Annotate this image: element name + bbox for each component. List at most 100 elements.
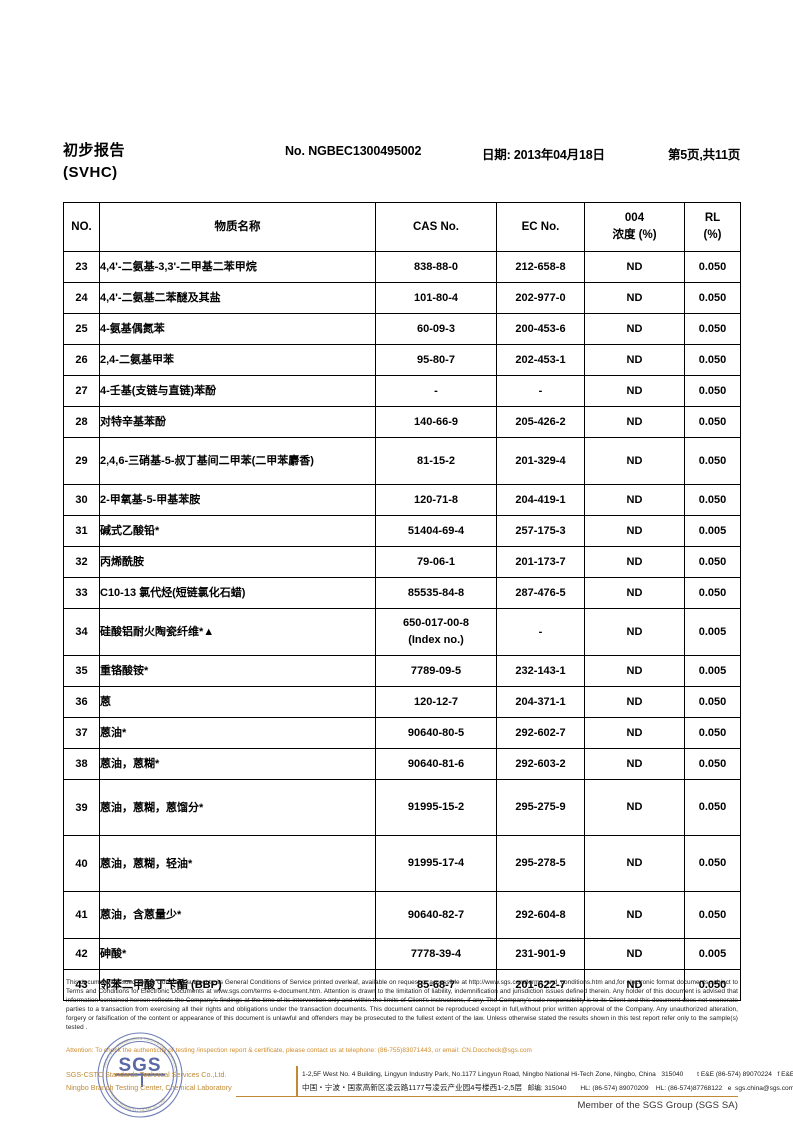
table-row: 27 4-壬基(支链与直链)苯酚 - - ND 0.050 — [63, 375, 741, 407]
col-header-sample-id: 004 — [624, 212, 645, 224]
report-title-line1: 初步报告 — [63, 142, 126, 159]
col-header-rl-label: RL — [704, 212, 721, 224]
cell-rl: 0.050 — [684, 437, 741, 485]
cell-cas-no: 7778-39-4 — [375, 938, 497, 970]
cell-no: 37 — [63, 717, 100, 749]
legal-disclaimer: This document is issued by the Company s… — [66, 978, 738, 1033]
cell-concentration: ND — [584, 835, 685, 892]
cell-concentration: ND — [584, 406, 685, 438]
cell-rl: 0.050 — [684, 406, 741, 438]
sgs-group-member-note: Member of the SGS Group (SGS SA) — [577, 1100, 738, 1111]
cell-no: 34 — [63, 608, 100, 656]
cell-substance-name: 蒽 — [99, 686, 376, 718]
cell-rl: 0.050 — [684, 891, 741, 939]
cell-rl: 0.050 — [684, 375, 741, 407]
address-chinese: 中国・宁波・国家高新区凌云路1177号凌云产业园4号楼西1-2,5层 — [302, 1083, 523, 1092]
cell-substance-name: 砷酸* — [99, 938, 376, 970]
cell-cas-no: 120-71-8 — [375, 484, 497, 516]
cell-rl: 0.050 — [684, 748, 741, 780]
cell-substance-name: 丙烯酰胺 — [99, 546, 376, 578]
table-row: 41 蒽油，含蒽量少* 90640-82-7 292-604-8 ND 0.050 — [63, 891, 741, 939]
cell-cas-no: 101-80-4 — [375, 282, 497, 314]
legal-text: This document is issued by the Company s… — [66, 979, 738, 1032]
table-row: 39 蒽油，蒽糊，蒽馏分* 91995-15-2 295-275-9 ND 0.050 — [63, 779, 741, 836]
table-row: 24 4,4'-二氨基二苯醚及其盐 101-80-4 202-977-0 ND 0.050 — [63, 282, 741, 314]
table-row: 33 C10-13 氯代烃(短链氯化石蜡) 85535-84-8 287-476-5 N… — [63, 577, 741, 609]
table-row: 38 蒽油，蒽糊* 90640-81-6 292-603-2 ND 0.050 — [63, 748, 741, 780]
address-line-en: 1-2,5F West No. 4 Building, Lingyun Indu… — [302, 1068, 793, 1081]
cell-rl: 0.050 — [684, 779, 741, 836]
cell-cas-no: 79-06-1 — [375, 546, 497, 578]
cell-concentration: ND — [584, 375, 685, 407]
cell-concentration: ND — [584, 344, 685, 376]
email-link[interactable]: sgs.china@sgs.com — [735, 1085, 793, 1092]
cell-cas-no: 95-80-7 — [375, 344, 497, 376]
cell-no: 42 — [63, 938, 100, 970]
cell-no: 32 — [63, 546, 100, 578]
table-row: 37 蒽油* 90640-80-5 292-602-7 ND 0.050 — [63, 717, 741, 749]
col-header-rl: RL (%) — [684, 202, 741, 252]
cell-substance-name: 邻苯二甲酸丁苄酯 (BBP) — [99, 969, 376, 1001]
report-date: 日期: 2013年04月18日 — [482, 148, 605, 162]
report-header: 初步报告 (SVHC) No. NGBEC1300495002 日期: 2013… — [63, 140, 740, 192]
table-row: 35 重铬酸铵* 7789-09-5 232-143-1 ND 0.005 — [63, 655, 741, 687]
cell-cas-no: 7789-09-5 — [375, 655, 497, 687]
cell-rl: 0.050 — [684, 282, 741, 314]
cell-no: 27 — [63, 375, 100, 407]
cell-rl: 0.050 — [684, 344, 741, 376]
cell-no: 36 — [63, 686, 100, 718]
cell-substance-name: C10-13 氯代烃(短链氯化石蜡) — [99, 577, 376, 609]
cell-no: 43 — [63, 969, 100, 1001]
table-row: 28 对特辛基苯酚 140-66-9 205-426-2 ND 0.050 — [63, 406, 741, 438]
fax-ee: f E&E (86-574)87782095 — [777, 1071, 793, 1078]
cell-substance-name: 2,4,6-三硝基-5-叔丁基间二甲苯(二甲苯麝香) — [99, 437, 376, 485]
cell-concentration: ND — [584, 313, 685, 345]
cell-concentration: ND — [584, 608, 685, 656]
table-row: 30 2-甲氧基-5-甲基苯胺 120-71-8 204-419-1 ND 0.050 — [63, 484, 741, 516]
cell-cas-no: - — [375, 375, 497, 407]
cell-ec-no: 201-622-7 — [496, 969, 585, 1001]
col-header-rl-unit: (%) — [703, 229, 722, 241]
cell-no: 24 — [63, 282, 100, 314]
cell-concentration: ND — [584, 484, 685, 516]
cell-ec-no: 292-604-8 — [496, 891, 585, 939]
col-header-concentration: 004 浓度 (%) — [584, 202, 685, 252]
table-row: 40 蒽油，蒽糊，轻油* 91995-17-4 295-278-5 ND 0.050 — [63, 835, 741, 892]
contact-details: 1-2,5F West No. 4 Building, Lingyun Indu… — [302, 1068, 793, 1094]
address-line-cn: 中国・宁波・国家高新区凌云路1177号凌云产业园4号楼西1-2,5层 邮编: 3… — [302, 1081, 793, 1094]
cell-rl: 0.050 — [684, 546, 741, 578]
cell-ec-no: - — [496, 375, 585, 407]
cell-substance-name: 2-甲氧基-5-甲基苯胺 — [99, 484, 376, 516]
cell-concentration: ND — [584, 748, 685, 780]
cell-ec-no: 202-977-0 — [496, 282, 585, 314]
cell-rl: 0.050 — [684, 969, 741, 1001]
cell-rl: 0.050 — [684, 835, 741, 892]
cell-substance-name: 蒽油，蒽糊* — [99, 748, 376, 780]
cell-ec-no: 200-453-6 — [496, 313, 585, 345]
cell-ec-no: 201-173-7 — [496, 546, 585, 578]
cell-cas-no: 85535-84-8 — [375, 577, 497, 609]
cell-cas-no: 838-88-0 — [375, 251, 497, 283]
col-header-concentration-unit: 浓度 (%) — [612, 229, 657, 241]
cell-substance-name: 4-壬基(支链与直链)苯酚 — [99, 375, 376, 407]
cell-concentration: ND — [584, 577, 685, 609]
cell-substance-name: 碱式乙酸铅* — [99, 515, 376, 547]
cell-rl: 0.005 — [684, 608, 741, 656]
cell-rl: 0.050 — [684, 686, 741, 718]
cell-no: 26 — [63, 344, 100, 376]
cell-substance-name: 2,4-二氨基甲苯 — [99, 344, 376, 376]
cell-no: 25 — [63, 313, 100, 345]
table-row: 25 4-氨基偶氮苯 60-09-3 200-453-6 ND 0.050 — [63, 313, 741, 345]
table-body: 23 4,4'-二氨基-3,3'-二甲基二苯甲烷 838-88-0 212-658-8… — [63, 251, 741, 1001]
cell-substance-name: 重铬酸铵* — [99, 655, 376, 687]
cell-ec-no: 201-329-4 — [496, 437, 585, 485]
cell-concentration: ND — [584, 251, 685, 283]
cell-concentration: ND — [584, 891, 685, 939]
table-row: 42 砷酸* 7778-39-4 231-901-9 ND 0.005 — [63, 938, 741, 970]
report-title-line2: (SVHC) — [63, 164, 118, 181]
cell-rl: 0.005 — [684, 655, 741, 687]
cell-cas-no: 140-66-9 — [375, 406, 497, 438]
cell-no: 29 — [63, 437, 100, 485]
address-english: 1-2,5F West No. 4 Building, Lingyun Indu… — [302, 1071, 656, 1078]
